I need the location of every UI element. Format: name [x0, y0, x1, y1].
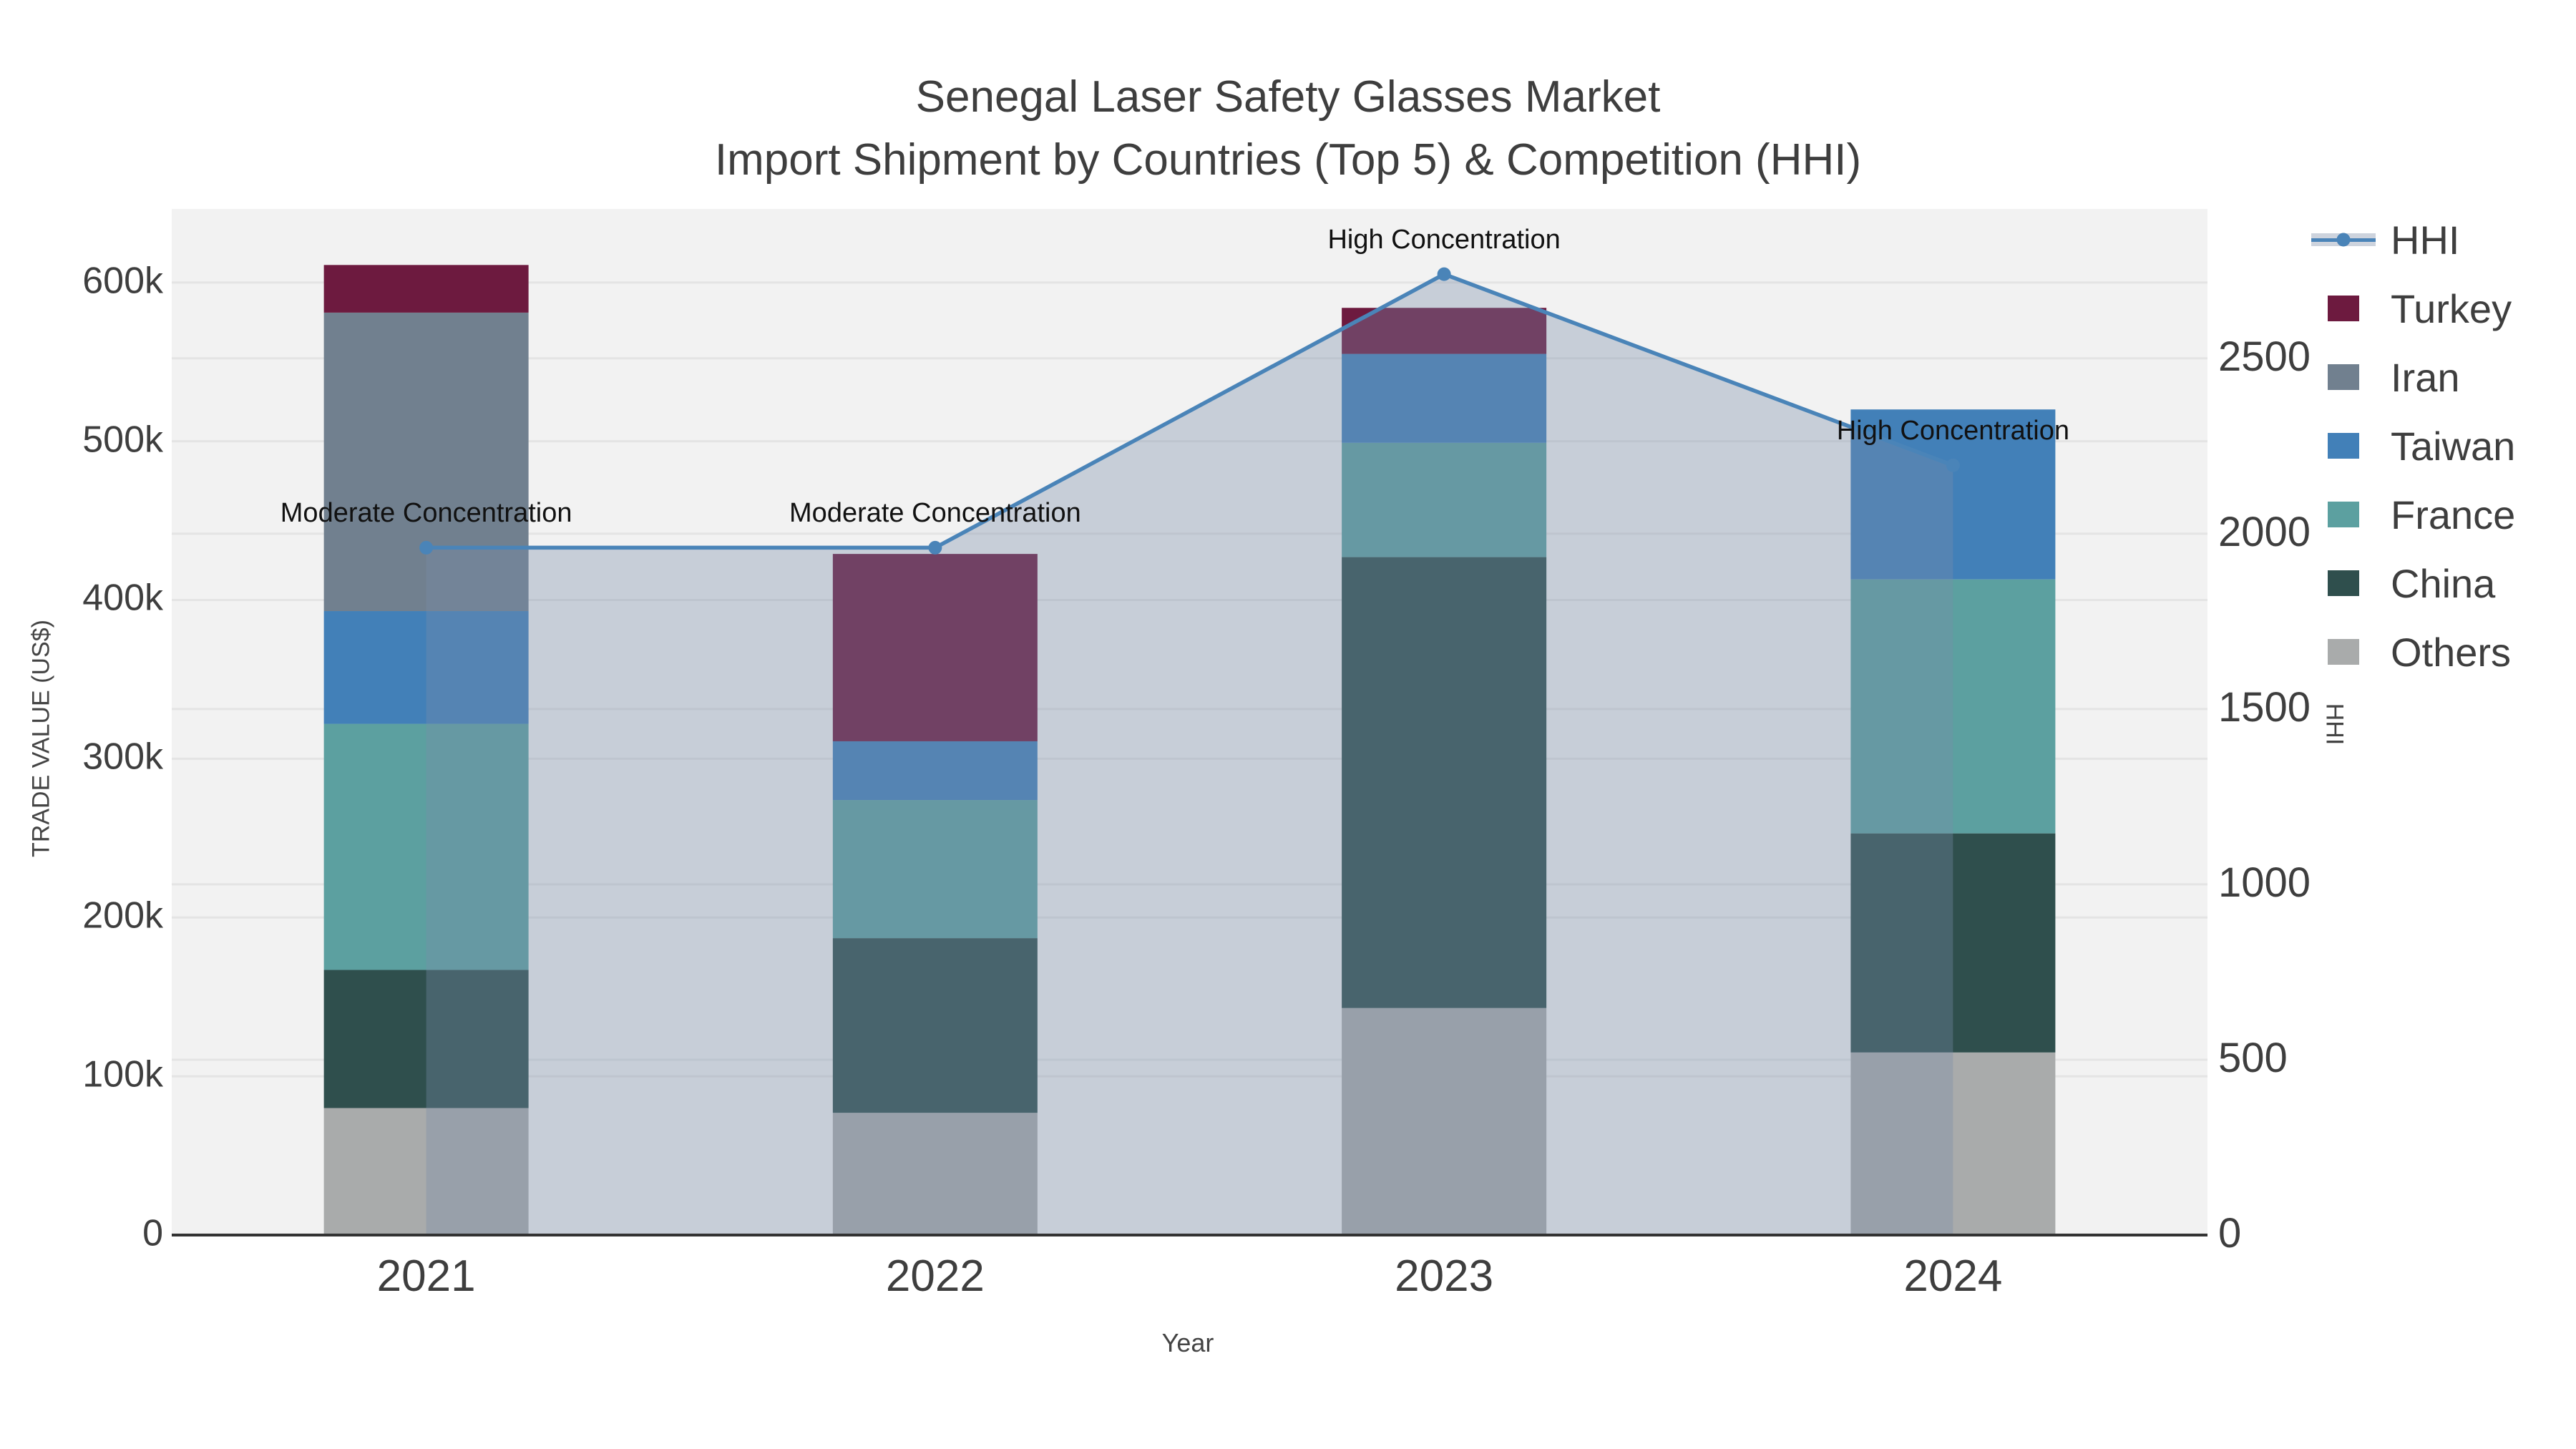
x-tick-label: 2024: [1903, 1252, 2003, 1301]
bar-segment-china-2022[interactable]: [832, 938, 1038, 1113]
hhi-marker-2024[interactable]: [1946, 458, 1960, 472]
legend-item-others[interactable]: Others: [2308, 630, 2515, 675]
legend-swatch: [2328, 433, 2359, 459]
y-left-tick-label: 0: [142, 1212, 163, 1254]
chart-title: Senegal Laser Safety Glasses Market Impo…: [0, 66, 2576, 192]
bar-segment-taiwan-2021[interactable]: [323, 611, 529, 724]
legend-item-china[interactable]: China: [2308, 561, 2515, 606]
bar-segment-china-2024[interactable]: [1850, 833, 2056, 1053]
y-right-tick-label: 1000: [2218, 859, 2311, 906]
annotation-2024: High Concentration: [1836, 416, 2070, 447]
legend-swatch-container: [2308, 569, 2379, 597]
legend-label: Others: [2391, 629, 2512, 675]
x-tick-label: 2022: [885, 1252, 985, 1301]
bar-segment-others-2022[interactable]: [832, 1113, 1038, 1235]
legend-swatch: [2328, 364, 2359, 390]
bar-segment-others-2023[interactable]: [1342, 1008, 1547, 1235]
annotation-2021: Moderate Concentration: [280, 498, 572, 529]
bar-segment-turkey-2021[interactable]: [323, 265, 529, 313]
hhi-area-fill: [426, 274, 1953, 1236]
bar-segment-iran-2021[interactable]: [323, 312, 529, 612]
bar-segment-others-2021[interactable]: [323, 1108, 529, 1235]
legend-item-iran[interactable]: Iran: [2308, 355, 2515, 400]
legend-label: Iran: [2391, 354, 2460, 400]
bar-segment-france-2021[interactable]: [323, 723, 529, 970]
bar-segment-taiwan-2023[interactable]: [1342, 353, 1547, 443]
legend-swatch: [2328, 570, 2359, 596]
bar-segment-turkey-2022[interactable]: [832, 554, 1038, 741]
legend-label: France: [2391, 492, 2516, 537]
legend-item-hhi[interactable]: HHI: [2308, 218, 2515, 263]
bar-segment-france-2024[interactable]: [1850, 579, 2056, 834]
chart-title-line2: Import Shipment by Countries (Top 5) & C…: [714, 135, 1862, 185]
hhi-line-sample: [2308, 225, 2379, 254]
legend-label: Taiwan: [2391, 423, 2516, 469]
x-tick-label: 2021: [376, 1252, 476, 1301]
legend-swatch-container: [2308, 294, 2379, 323]
hhi-marker-2022[interactable]: [928, 540, 942, 555]
legend-swatch: [2328, 296, 2359, 321]
y-left-tick-label: 600k: [82, 260, 163, 302]
x-tick-label: 2023: [1395, 1252, 1494, 1301]
legend: HHI Turkey Iran Taiwan France China Others: [2308, 218, 2515, 706]
bar-segment-china-2023[interactable]: [1342, 557, 1547, 1008]
y-left-tick-label: 200k: [82, 894, 163, 937]
y-right-tick-label: 2500: [2218, 333, 2311, 380]
y-axis-right-title: HHI: [2321, 703, 2348, 746]
y-right-tick-label: 1500: [2218, 683, 2311, 731]
annotation-2022: Moderate Concentration: [789, 498, 1081, 529]
annotation-2023: High Concentration: [1327, 225, 1561, 255]
legend-swatch-container: [2308, 363, 2379, 391]
legend-swatch: [2328, 502, 2359, 527]
legend-label: Turkey: [2391, 286, 2512, 331]
bar-segment-france-2023[interactable]: [1342, 442, 1547, 557]
hhi-marker-2023[interactable]: [1437, 267, 1451, 281]
y-left-tick-label: 500k: [82, 419, 163, 461]
legend-swatch-container: [2308, 500, 2379, 529]
chart-title-line1: Senegal Laser Safety Glasses Market: [915, 72, 1661, 122]
legend-swatch: [2328, 639, 2359, 665]
legend-item-france[interactable]: France: [2308, 492, 2515, 537]
bar-segment-others-2024[interactable]: [1850, 1052, 2056, 1235]
bar-segment-turkey-2023[interactable]: [1342, 308, 1547, 354]
y-axis-left-title: TRADE VALUE (US$): [27, 620, 55, 857]
legend-item-turkey[interactable]: Turkey: [2308, 286, 2515, 331]
legend-label: HHI: [2391, 217, 2460, 263]
y-left-tick-label: 300k: [82, 736, 163, 778]
x-axis-title: Year: [1161, 1328, 1214, 1357]
y-left-tick-label: 100k: [82, 1053, 163, 1096]
y-right-tick-label: 0: [2218, 1209, 2242, 1257]
hhi-line: [426, 272, 1954, 550]
hhi-marker-2021[interactable]: [419, 540, 434, 555]
y-right-tick-label: 500: [2218, 1034, 2288, 1081]
legend-label: China: [2391, 560, 2496, 606]
y-right-tick-label: 2000: [2218, 508, 2311, 555]
y-left-tick-label: 400k: [82, 577, 163, 620]
legend-item-taiwan[interactable]: Taiwan: [2308, 424, 2515, 469]
hhi-marker-icon: [2336, 233, 2351, 247]
bar-segment-france-2022[interactable]: [832, 800, 1038, 939]
legend-swatch-container: [2308, 638, 2379, 666]
bar-segment-taiwan-2022[interactable]: [832, 741, 1038, 801]
legend-swatch-container: [2308, 431, 2379, 460]
bar-segment-china-2021[interactable]: [323, 970, 529, 1108]
